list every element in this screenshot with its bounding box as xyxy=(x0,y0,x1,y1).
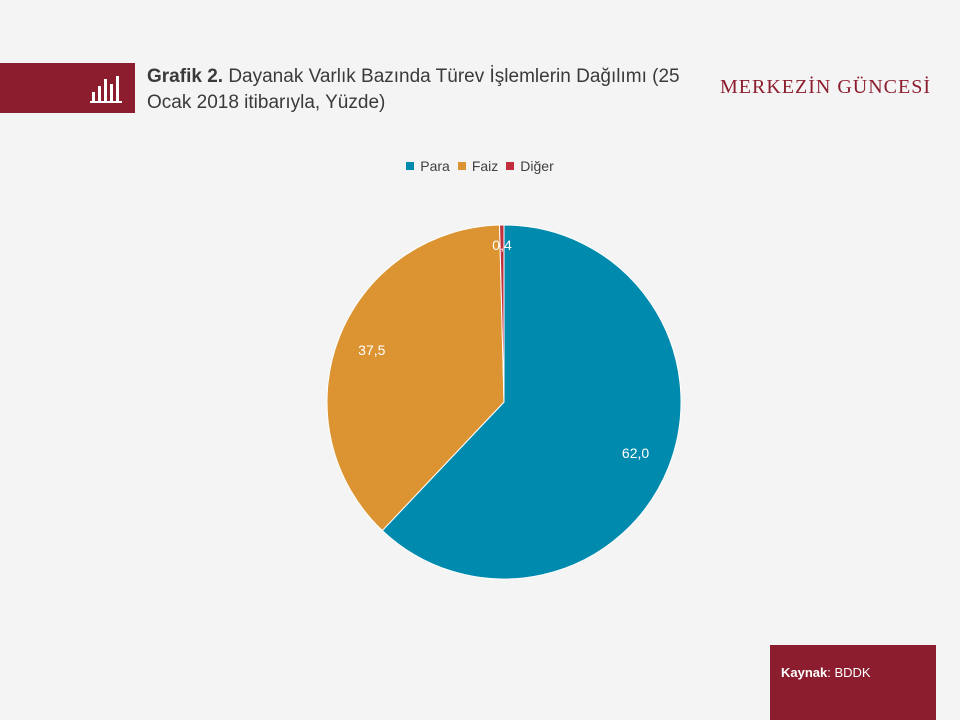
chart-title-text: Dayanak Varlık Bazında Türev İşlemlerin … xyxy=(147,66,680,113)
legend-item-para: Para xyxy=(406,158,450,174)
brand-name: MERKEZİN GÜNCESİ xyxy=(720,76,931,98)
source-label: Kaynak xyxy=(781,665,828,680)
legend-label: Diğer xyxy=(520,158,554,174)
chart-legend: Para Faiz Diğer xyxy=(0,158,960,174)
legend-item-diğer: Diğer xyxy=(506,158,554,174)
source-value: BDDK xyxy=(834,665,871,680)
legend-item-faiz: Faiz xyxy=(457,158,499,174)
chart-title: Grafik 2. Dayanak Varlık Bazında Türev İ… xyxy=(147,64,707,116)
pie-slice-para xyxy=(381,224,682,580)
pie-slice-diğer xyxy=(499,224,505,403)
source-box xyxy=(770,645,936,720)
legend-label: Para xyxy=(420,158,450,174)
chart-title-prefix: Grafik 2. xyxy=(147,66,224,87)
source-note: Kaynak: BDDK xyxy=(781,665,871,680)
data-label-para: 62,0 xyxy=(622,445,649,461)
legend-swatch xyxy=(506,162,515,170)
data-label-faiz: 37,5 xyxy=(358,342,385,358)
pie-slice-faiz xyxy=(326,224,505,532)
data-label-diğer: 0,4 xyxy=(492,237,512,253)
bar-chart-icon xyxy=(90,76,122,103)
legend-swatch xyxy=(457,162,466,170)
source-separator: : xyxy=(827,665,835,680)
legend-label: Faiz xyxy=(471,158,499,174)
legend-swatch xyxy=(406,162,415,170)
